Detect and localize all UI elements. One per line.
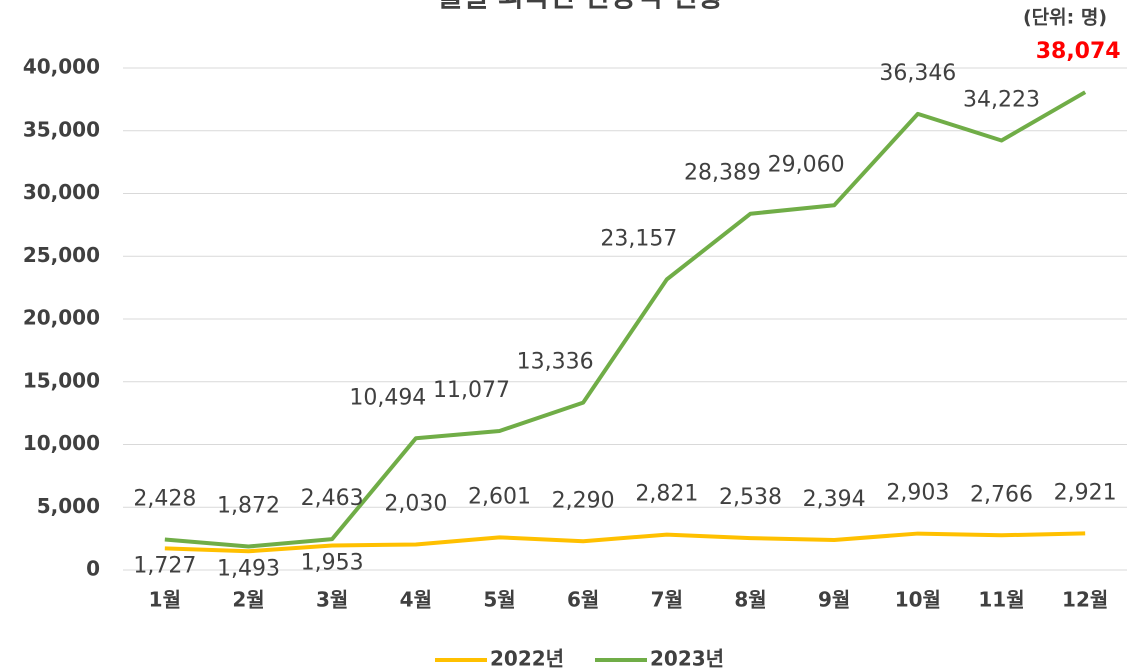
data-label: 2,538 xyxy=(719,485,782,510)
data-label: 13,336 xyxy=(517,350,594,375)
x-tick-label: 5월 xyxy=(483,588,515,612)
y-tick-label: 35,000 xyxy=(23,117,100,141)
data-label: 1,727 xyxy=(133,553,196,578)
data-label: 2,903 xyxy=(886,481,949,506)
unit-note: (단위: 명) xyxy=(1023,7,1107,29)
y-tick-label: 15,000 xyxy=(23,368,100,392)
data-label: 2,030 xyxy=(384,492,447,517)
x-tick-label: 11월 xyxy=(978,588,1024,612)
data-label: 23,157 xyxy=(600,226,677,251)
x-tick-label: 10월 xyxy=(895,588,941,612)
series-line xyxy=(164,531,1086,554)
data-label: 2,394 xyxy=(803,487,866,512)
y-tick-label: 25,000 xyxy=(23,243,100,267)
x-tick-label: 3월 xyxy=(316,588,348,612)
data-label: 38,074 xyxy=(1036,39,1121,64)
data-label: 2,821 xyxy=(635,482,698,507)
data-label: 2,921 xyxy=(1054,480,1117,505)
chart-title: 월별 외국인 관광객 현황 xyxy=(437,0,724,13)
data-label: 2,766 xyxy=(970,482,1033,507)
x-tick-label: 12월 xyxy=(1062,588,1108,612)
x-tick-label: 9월 xyxy=(818,588,850,612)
y-tick-label: 20,000 xyxy=(23,306,100,330)
legend-label: 2022년 xyxy=(490,647,564,671)
data-label: 11,077 xyxy=(433,378,510,403)
legend-label: 2023년 xyxy=(650,647,724,671)
data-label: 1,872 xyxy=(217,494,280,519)
y-tick-label: 40,000 xyxy=(23,55,100,79)
y-tick-label: 30,000 xyxy=(23,180,100,204)
y-tick-label: 0 xyxy=(86,557,100,581)
x-tick-label: 7월 xyxy=(651,588,683,612)
data-label: 2,428 xyxy=(133,487,196,512)
series-line xyxy=(164,90,1087,549)
y-tick-label: 10,000 xyxy=(23,431,100,455)
x-tick-label: 6월 xyxy=(567,588,599,612)
data-label: 36,346 xyxy=(879,61,956,86)
x-tick-label: 1월 xyxy=(149,588,181,612)
data-label: 10,494 xyxy=(349,385,426,410)
data-label: 2,463 xyxy=(301,486,364,511)
x-tick-label: 4월 xyxy=(400,588,432,612)
x-tick-label: 8월 xyxy=(734,588,766,612)
data-label: 29,060 xyxy=(768,152,845,177)
data-label: 2,601 xyxy=(468,484,531,509)
data-label: 2,290 xyxy=(552,488,615,513)
x-tick-label: 2월 xyxy=(232,588,264,612)
data-label: 1,953 xyxy=(301,550,364,575)
data-label: 28,389 xyxy=(684,161,761,186)
data-label: 1,493 xyxy=(217,556,280,581)
data-label: 34,223 xyxy=(963,88,1040,113)
y-tick-label: 5,000 xyxy=(37,494,100,518)
